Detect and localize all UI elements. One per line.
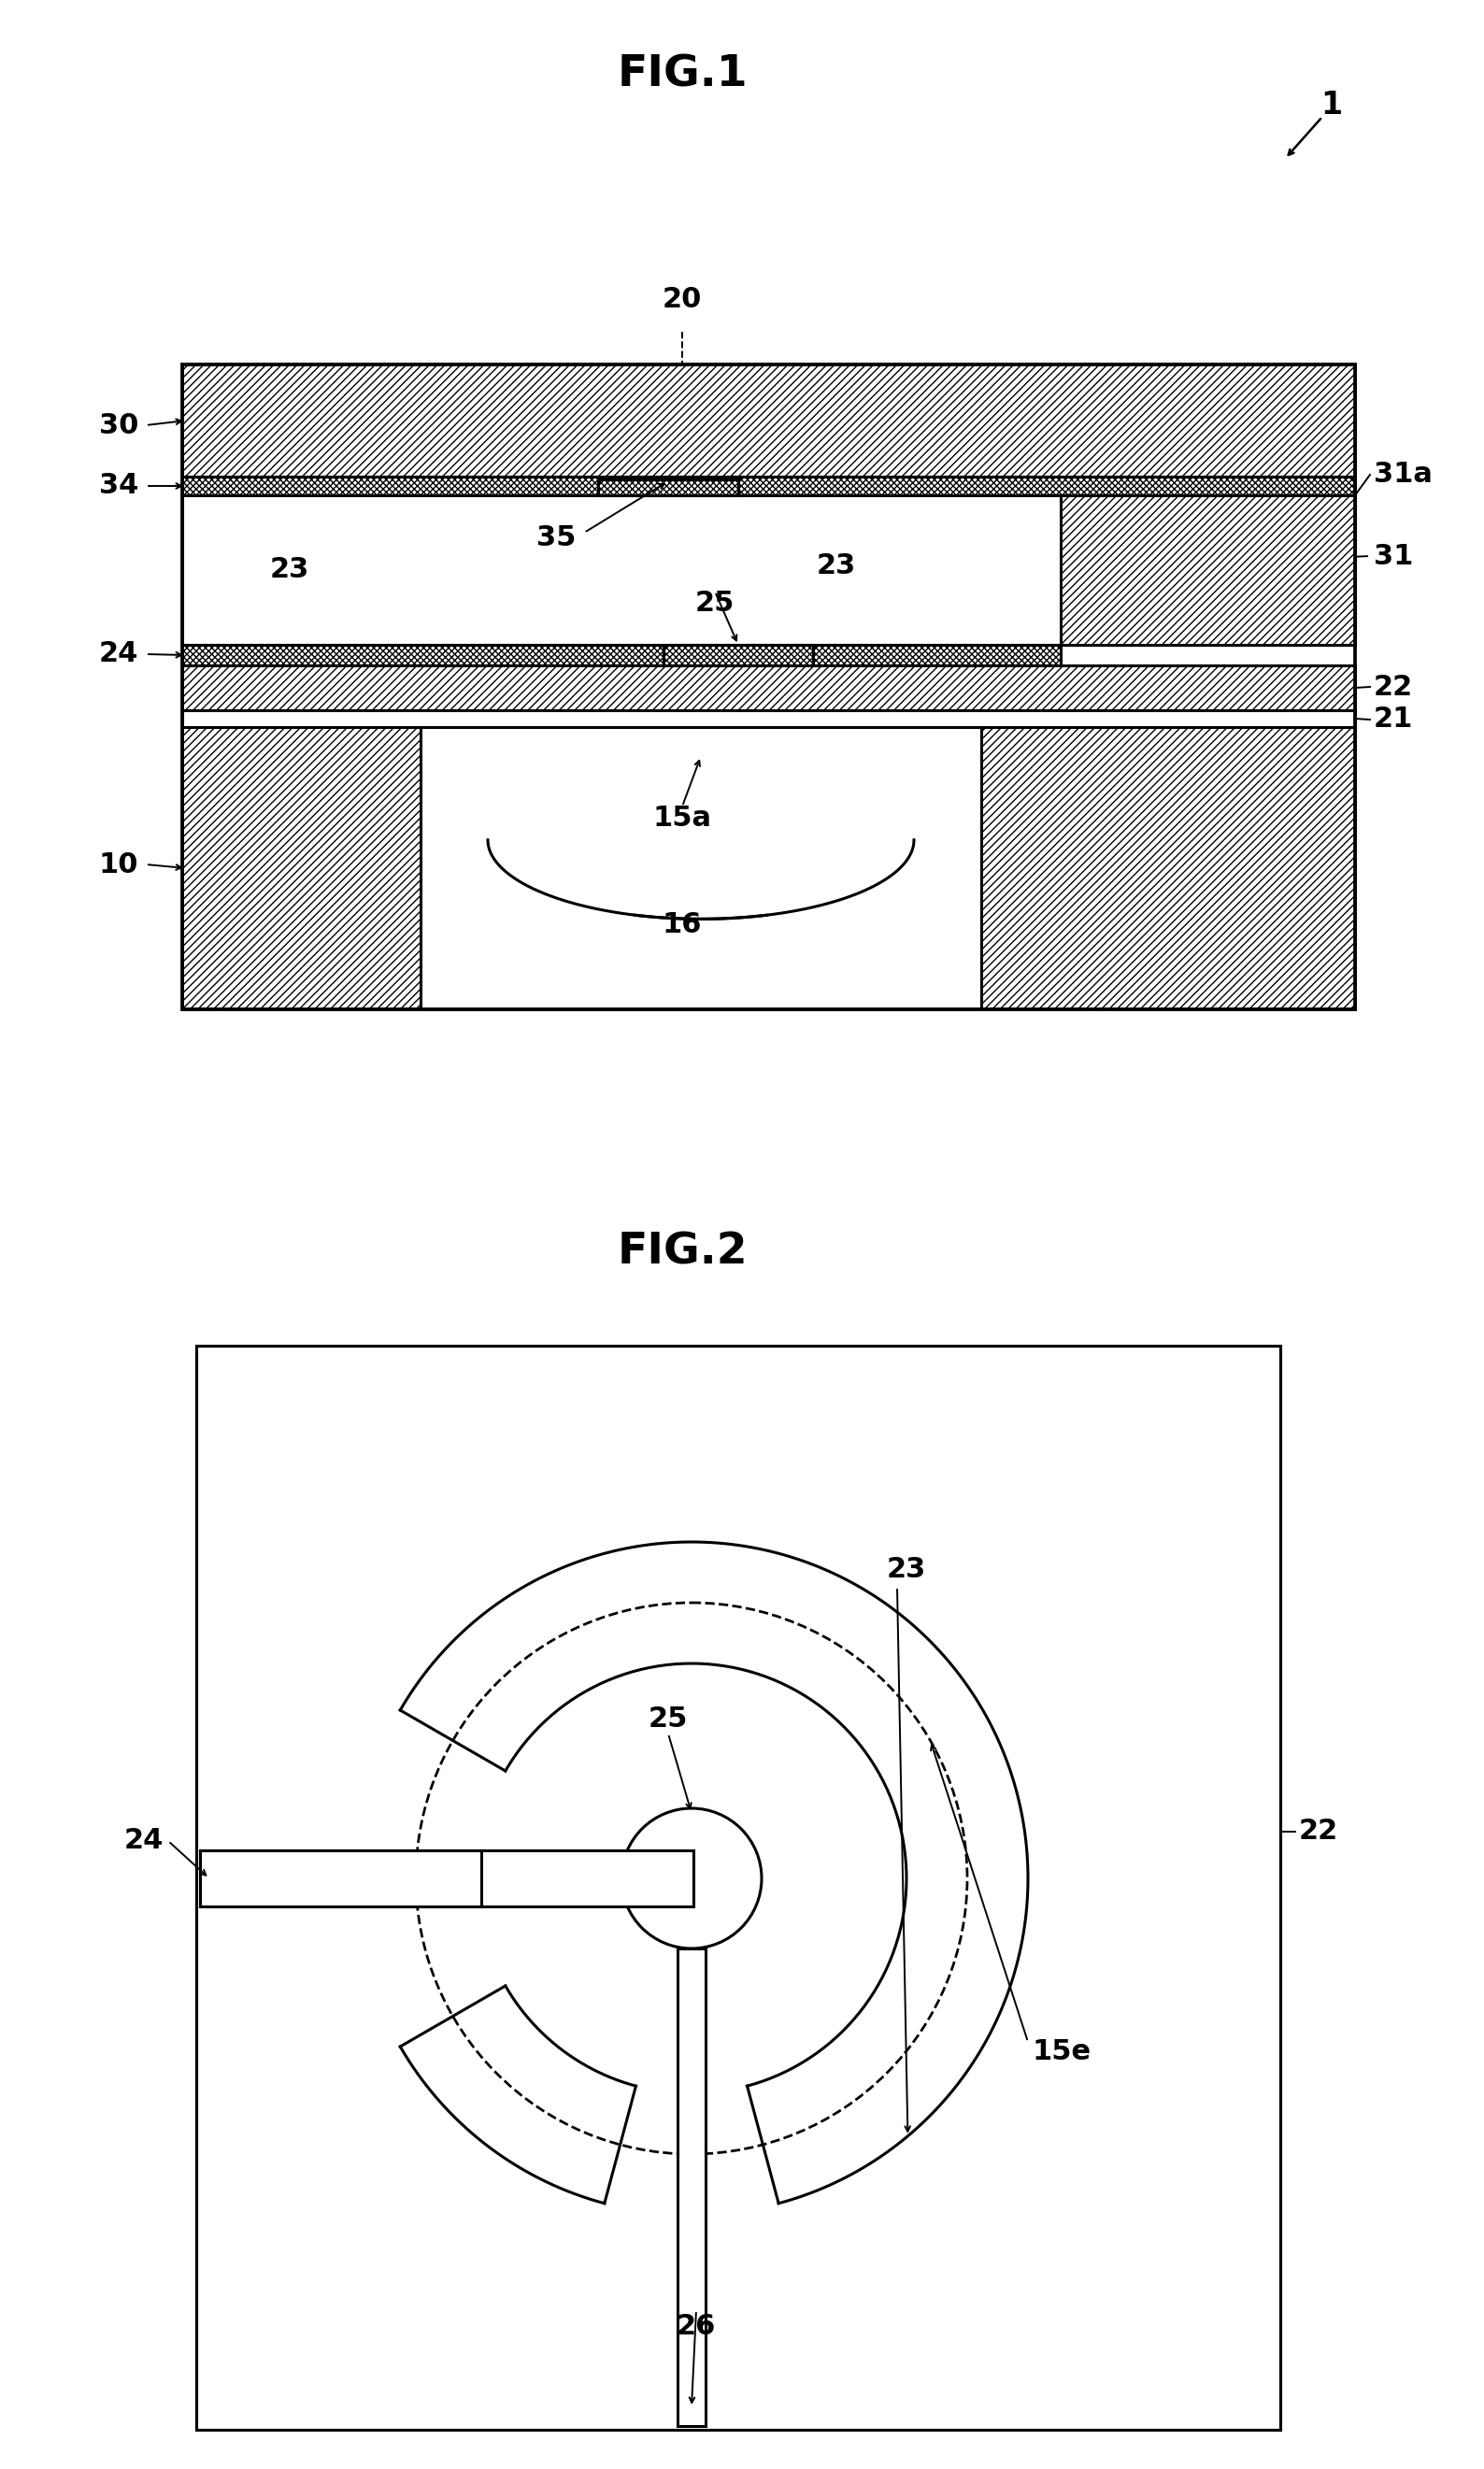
Bar: [420, 726, 981, 1010]
Bar: [200, 1849, 693, 1906]
Text: 15a: 15a: [653, 805, 712, 832]
Bar: [200, 1849, 481, 1906]
Text: 24: 24: [99, 639, 138, 667]
Bar: [183, 477, 1355, 496]
Circle shape: [622, 1807, 761, 1948]
Text: 10: 10: [98, 852, 138, 879]
Bar: [1061, 496, 1355, 644]
Text: FIG.2: FIG.2: [617, 1232, 748, 1274]
Text: 15e: 15e: [1033, 2037, 1092, 2064]
Bar: [678, 1948, 705, 2427]
Bar: [598, 479, 738, 496]
Polygon shape: [401, 1543, 1028, 2202]
Bar: [183, 711, 1355, 726]
Bar: [196, 1346, 1281, 2429]
Text: 30: 30: [99, 412, 138, 439]
Text: 34: 34: [99, 472, 138, 499]
Text: FIG.1: FIG.1: [617, 54, 748, 96]
Text: 23: 23: [816, 553, 856, 578]
Bar: [183, 664, 1355, 711]
Text: 22: 22: [1374, 674, 1413, 701]
Text: 24: 24: [125, 1827, 163, 1854]
Text: 25: 25: [695, 590, 735, 617]
Text: 21: 21: [1374, 706, 1413, 733]
Text: 26: 26: [677, 2313, 715, 2341]
Polygon shape: [401, 1985, 637, 2202]
Text: 35: 35: [536, 523, 576, 551]
Bar: [183, 365, 1355, 477]
Text: 16: 16: [662, 911, 702, 938]
Bar: [183, 726, 1355, 1010]
Text: 25: 25: [649, 1706, 689, 1733]
Bar: [183, 365, 1355, 1010]
Bar: [183, 644, 1061, 664]
Text: 31: 31: [1374, 543, 1413, 570]
Bar: [663, 644, 813, 664]
Text: 22: 22: [1298, 1817, 1339, 1844]
Text: 23: 23: [270, 556, 310, 583]
Text: 23: 23: [887, 1555, 926, 1583]
Bar: [183, 496, 1355, 644]
Text: 20: 20: [662, 286, 702, 314]
Text: 31a: 31a: [1374, 462, 1432, 489]
Bar: [196, 1346, 1281, 2429]
Text: 1: 1: [1321, 89, 1343, 121]
